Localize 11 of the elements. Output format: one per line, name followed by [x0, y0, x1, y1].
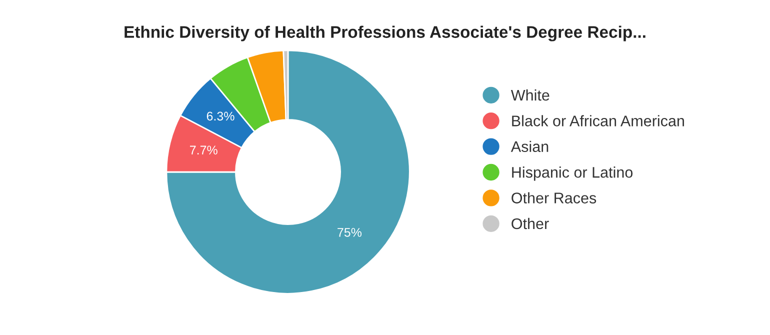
legend-label: Other Races — [512, 192, 596, 204]
data-label: 6.3% — [206, 112, 234, 121]
data-label: 7.7% — [190, 146, 218, 154]
legend-label: Asian — [510, 140, 548, 152]
legend-label: Other — [512, 218, 549, 230]
legend-label: Black or African American — [512, 115, 684, 126]
data-label: 75% — [338, 228, 362, 237]
legend-label: White — [510, 89, 550, 101]
legend-label: Hispanic or Latino — [512, 166, 633, 181]
chart-title: Ethnic Diversity of Health Professions Associate's Degree Recip... — [124, 26, 646, 42]
donut-slice — [166, 50, 410, 294]
